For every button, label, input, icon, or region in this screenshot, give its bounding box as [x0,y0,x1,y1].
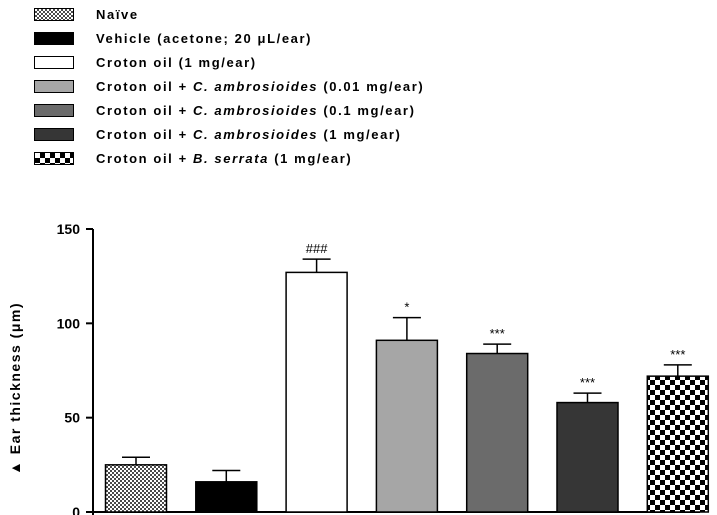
legend-swatch [34,128,74,141]
y-tick-label: 150 [57,221,81,237]
significance-label: * [404,300,409,315]
legend-swatch [34,56,74,69]
bar [195,481,258,513]
bar [646,375,710,513]
bars: ###********** [104,241,710,513]
significance-label: ### [306,241,328,256]
legend-label: Naïve [96,7,139,22]
legend-label: Croton oil (1 mg/ear) [96,55,257,70]
legend-label: Croton oil + B. serrata (1 mg/ear) [96,151,353,166]
legend-swatch [34,80,74,93]
legend-label: Vehicle (acetone; 20 μL/ear) [96,31,313,46]
bar [375,339,439,513]
y-tick-label: 50 [64,410,80,426]
y-axis-title: ▲ Ear thickness (μm) [7,302,23,475]
legend-label: Croton oil + C. ambrosioides (0.1 mg/ear… [96,103,416,118]
legend-swatch [34,152,74,165]
bar [465,352,529,513]
y-tick-label: 0 [72,504,80,515]
bar [104,464,168,513]
bar [556,401,619,513]
significance-label: *** [670,347,685,362]
significance-label: *** [490,326,505,341]
y-tick-label: 100 [57,315,81,331]
bar [285,271,348,513]
legend-swatch [34,104,74,117]
legend-swatch [34,8,74,21]
legend-label: Croton oil + C. ambrosioides (1 mg/ear) [96,127,402,142]
legend-swatch [34,32,74,45]
legend-label: Croton oil + C. ambrosioides (0.01 mg/ea… [96,79,425,94]
significance-label: *** [580,375,595,390]
